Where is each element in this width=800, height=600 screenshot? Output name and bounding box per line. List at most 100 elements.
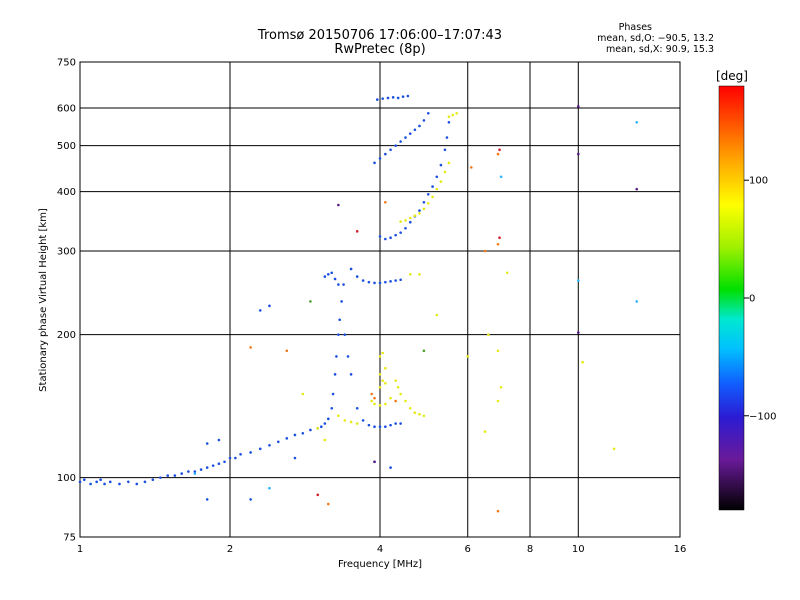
x-axis-ticks: 1 2 4 6 8 10 16 [77, 544, 687, 555]
data-point [483, 249, 487, 253]
data-point [404, 399, 407, 403]
data-point [309, 300, 312, 303]
data-point [389, 466, 392, 469]
data-point [378, 355, 382, 358]
data-point [205, 498, 209, 501]
x-tick-label: 6 [465, 544, 471, 555]
data-point [418, 272, 421, 276]
colorbar-tick-label: 100 [749, 176, 768, 187]
data-point [413, 128, 417, 132]
data-point [422, 414, 426, 418]
data-point [337, 203, 340, 207]
data-point [159, 476, 162, 479]
data-point [268, 443, 271, 447]
data-point [82, 478, 86, 482]
data-point [635, 187, 639, 191]
data-point [301, 431, 305, 435]
data-point [418, 212, 421, 215]
data-point [103, 482, 106, 486]
data-point [435, 187, 439, 191]
data-point [373, 396, 376, 400]
data-point [389, 236, 392, 240]
data-point [333, 277, 337, 281]
data-point [496, 399, 500, 403]
data-point [581, 360, 584, 364]
data-point [386, 96, 390, 100]
data-point [413, 411, 417, 415]
data-point [431, 195, 434, 199]
data-point [285, 437, 289, 440]
data-point [193, 470, 197, 473]
data-point [389, 396, 392, 400]
data-point [426, 202, 430, 205]
data-point [455, 111, 458, 115]
data-point [346, 355, 350, 358]
colorbar-ticks: 100 0 −100 [744, 176, 776, 422]
data-point [268, 486, 271, 490]
data-point [384, 200, 387, 204]
data-point [576, 152, 580, 156]
data-point [99, 478, 102, 482]
data-point [135, 482, 139, 486]
data-point [612, 447, 616, 451]
data-point [340, 300, 343, 303]
data-point [211, 464, 215, 467]
data-point [378, 235, 382, 238]
data-point [422, 200, 426, 204]
data-point [249, 498, 252, 501]
data-point [205, 466, 209, 469]
data-point [389, 280, 392, 283]
data-point [337, 283, 340, 286]
colorbar [718, 85, 745, 511]
data-point [293, 433, 297, 437]
data-point [401, 95, 405, 98]
y-tick-label: 400 [57, 187, 76, 198]
data-point [413, 214, 417, 218]
data-point [367, 280, 371, 284]
data-point [422, 349, 426, 353]
data-point [408, 216, 412, 220]
data-point [355, 275, 359, 278]
data-point [406, 94, 410, 98]
data-point [301, 392, 305, 396]
data-point [447, 120, 451, 124]
data-point [337, 414, 340, 418]
data-point [316, 493, 320, 497]
data-point [378, 385, 382, 389]
data-point [342, 283, 345, 286]
data-point [276, 440, 280, 444]
data-point [373, 460, 376, 464]
data-point [483, 430, 487, 433]
colorbar-tick-label: −100 [749, 411, 776, 422]
data-point [381, 97, 384, 100]
data-point [576, 279, 580, 282]
data-point [249, 346, 252, 349]
data-point [349, 373, 353, 376]
data-point [223, 460, 226, 464]
data-point [496, 509, 500, 513]
chart-subtitle: RwPretec (8p) [334, 42, 426, 57]
data-point [327, 417, 330, 421]
data-point [399, 278, 402, 282]
data-point [361, 419, 365, 422]
x-axis-label: Frequency [MHz] [338, 559, 422, 570]
data-point [320, 425, 323, 429]
data-point [399, 220, 402, 223]
data-point [331, 392, 335, 396]
data-point [355, 422, 359, 425]
data-point [445, 136, 449, 139]
data-point [143, 480, 147, 484]
data-point [151, 478, 155, 482]
data-point [228, 456, 232, 460]
data-point [373, 281, 376, 285]
data-point [78, 480, 82, 484]
data-point [337, 333, 340, 336]
data-point [404, 219, 407, 222]
data-point [496, 242, 500, 246]
data-point [498, 148, 501, 152]
y-axis-label: Stationary phase Virtual Height [km] [38, 208, 49, 392]
data-point [384, 152, 387, 156]
data-point [249, 451, 252, 454]
data-point [408, 272, 412, 276]
y-tick-label: 300 [57, 247, 76, 258]
